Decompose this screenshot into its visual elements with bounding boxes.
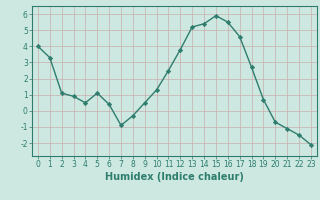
X-axis label: Humidex (Indice chaleur): Humidex (Indice chaleur): [105, 172, 244, 182]
